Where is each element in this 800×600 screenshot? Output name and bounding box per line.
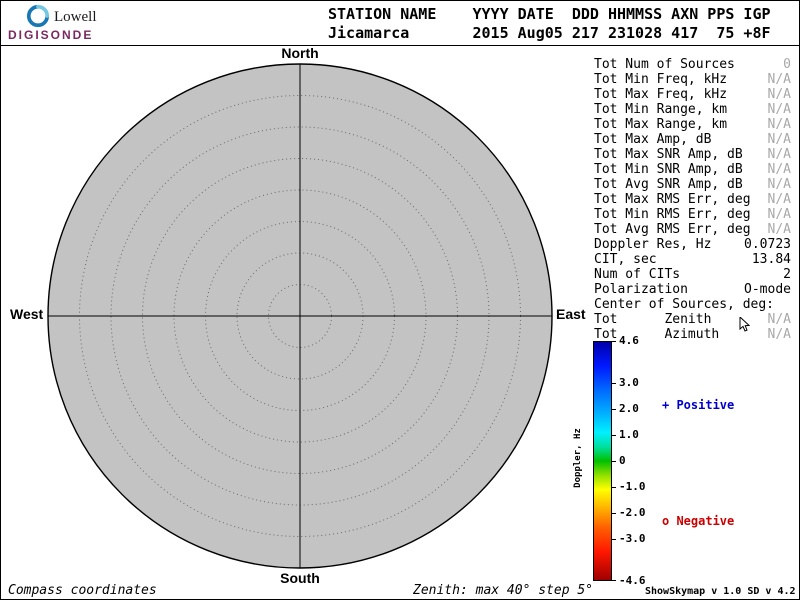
- colorbar-tick-label: -4.6: [619, 574, 646, 587]
- stat-row: Num of CITs 2: [594, 267, 791, 282]
- stat-row: Tot Avg SNR Amp, dB N/A: [594, 177, 791, 192]
- colorbar-tick: [612, 487, 616, 489]
- stat-value: 13.84: [751, 252, 791, 267]
- positive-doppler-legend: + Positive: [662, 398, 735, 412]
- colorbar-tick-label: -1.0: [619, 480, 646, 494]
- stat-value: N/A: [767, 207, 791, 222]
- stat-row: Tot Zenith N/A: [594, 312, 791, 327]
- stat-label: Num of CITs: [594, 267, 681, 282]
- stats-panel: Tot Num of Sources 0 Tot Min Freq, kHz N/A T…: [594, 57, 791, 342]
- stat-label: Tot Avg SNR Amp, dB: [594, 177, 743, 192]
- stat-row: Tot Azimuth N/A: [594, 327, 791, 342]
- stat-label: Tot Min SNR Amp, dB: [594, 162, 743, 177]
- header: STATION NAME YYYY DATE DDD HHMMSS AXN PP…: [328, 5, 771, 43]
- compass-label-east: East: [556, 306, 586, 322]
- stat-row: Tot Max Freq, kHz N/A: [594, 87, 791, 102]
- colorbar-tick: [612, 408, 616, 410]
- stat-value: N/A: [767, 132, 791, 147]
- header-column-names: STATION NAME YYYY DATE DDD HHMMSS AXN PP…: [328, 5, 771, 23]
- stat-label: Tot Zenith: [594, 312, 712, 327]
- stat-label: Tot Max Range, km: [594, 117, 728, 132]
- stat-row: Tot Min Freq, kHz N/A: [594, 72, 791, 87]
- stat-row: Tot Min SNR Amp, dB N/A: [594, 162, 791, 177]
- logo-digisonde-text: DIGISONDE: [8, 28, 94, 42]
- stat-label: Polarization: [594, 282, 688, 297]
- stat-row: Tot Min RMS Err, deg N/A: [594, 207, 791, 222]
- stat-label: Tot Azimuth: [594, 327, 720, 342]
- stat-value: N/A: [767, 162, 791, 177]
- stat-row: Doppler Res, Hz 0.0723: [594, 237, 791, 252]
- colorbar-tick-label: 1.0: [619, 427, 639, 441]
- stat-label: Tot Num of Sources: [594, 57, 735, 72]
- stat-label: Tot Avg RMS Err, deg: [594, 222, 751, 237]
- stat-row: Tot Max Amp, dB N/A: [594, 132, 791, 147]
- colorbar-tick-label: 4.6: [619, 334, 639, 347]
- stat-row: Center of Sources, deg:: [594, 297, 791, 312]
- stat-value: N/A: [767, 102, 791, 117]
- negative-doppler-legend: o Negative: [662, 514, 735, 528]
- stat-value: N/A: [767, 312, 791, 327]
- stat-value: N/A: [767, 177, 791, 192]
- stat-value: N/A: [767, 87, 791, 102]
- colorbar-tick-label: 0: [619, 454, 626, 467]
- stat-value: 0.0723: [744, 237, 791, 252]
- compass-label-north: North: [281, 45, 319, 61]
- stat-label: CIT, sec: [594, 252, 657, 267]
- stat-label: Tot Min RMS Err, deg: [594, 207, 751, 222]
- stat-row: CIT, sec 13.84: [594, 252, 791, 267]
- colorbar-tick: [612, 539, 616, 541]
- stat-row: Polarization O-mode: [594, 282, 791, 297]
- colorbar-tick: [612, 580, 616, 581]
- colorbar-tick-label: -2.0: [619, 506, 646, 520]
- stat-label: Tot Max Freq, kHz: [594, 87, 728, 102]
- header-values: Jicamarca 2015 Aug05 217 231028 417 75 +…: [328, 24, 771, 42]
- mouse-cursor-icon: [739, 317, 750, 332]
- stat-row: Tot Max RMS Err, deg N/A: [594, 192, 791, 207]
- stat-row: Tot Min Range, km N/A: [594, 102, 791, 117]
- stat-value: N/A: [767, 192, 791, 207]
- colorbar-tick: [612, 461, 616, 462]
- stat-label: Doppler Res, Hz: [594, 237, 712, 252]
- stat-value: N/A: [767, 147, 791, 162]
- stat-label: Tot Max RMS Err, deg: [594, 192, 751, 207]
- stat-label: Center of Sources, deg:: [594, 297, 775, 312]
- colorbar-tick: [612, 513, 616, 515]
- stat-label: Tot Min Range, km: [594, 102, 728, 117]
- colorbar-tick: [612, 382, 616, 384]
- stat-row: Tot Max Range, km N/A: [594, 117, 791, 132]
- colorbar-axis-label: Doppler, Hz: [573, 428, 583, 488]
- skymap-plot: [47, 63, 553, 569]
- stat-row: Tot Max SNR Amp, dB N/A: [594, 147, 791, 162]
- lowell-digisonde-logo: Lowell DIGISONDE: [8, 3, 138, 43]
- colorbar-tick: [612, 434, 616, 436]
- stat-label: Tot Min Freq, kHz: [594, 72, 728, 87]
- stat-value: N/A: [767, 327, 791, 342]
- stat-row: Tot Num of Sources 0: [594, 57, 791, 72]
- version-label: ShowSkymap v 1.0 SD v 4.2: [645, 586, 796, 597]
- stat-label: Tot Max Amp, dB: [594, 132, 712, 147]
- stat-row: Tot Avg RMS Err, deg N/A: [594, 222, 791, 237]
- stat-value: 0: [783, 57, 791, 72]
- stat-value: N/A: [767, 72, 791, 87]
- compass-label-west: West: [10, 306, 44, 322]
- colorbar-tick-label: 2.0: [619, 401, 639, 415]
- stat-value: 2: [783, 267, 791, 282]
- logo-lowell-text: Lowell: [54, 9, 97, 25]
- colorbar-gradient: [593, 341, 612, 581]
- colorbar: 4.6 3.0 2.0 1.0 0 -1.0 -2.0 -3.0 -4.6: [593, 334, 653, 587]
- colorbar-tick-label: -3.0: [619, 532, 646, 546]
- lowell-swoosh-icon: [26, 4, 50, 28]
- stat-value: N/A: [767, 117, 791, 132]
- stat-label: Tot Max SNR Amp, dB: [594, 147, 743, 162]
- header-divider: [0, 45, 800, 46]
- colorbar-tick: [612, 341, 616, 342]
- stat-value: N/A: [767, 222, 791, 237]
- stat-value: O-mode: [744, 282, 791, 297]
- coordinates-mode-label: Compass coordinates: [8, 583, 157, 598]
- compass-label-south: South: [280, 570, 320, 586]
- zenith-scale-label: Zenith: max 40° step 5°: [413, 583, 594, 598]
- colorbar-tick-label: 3.0: [619, 375, 639, 389]
